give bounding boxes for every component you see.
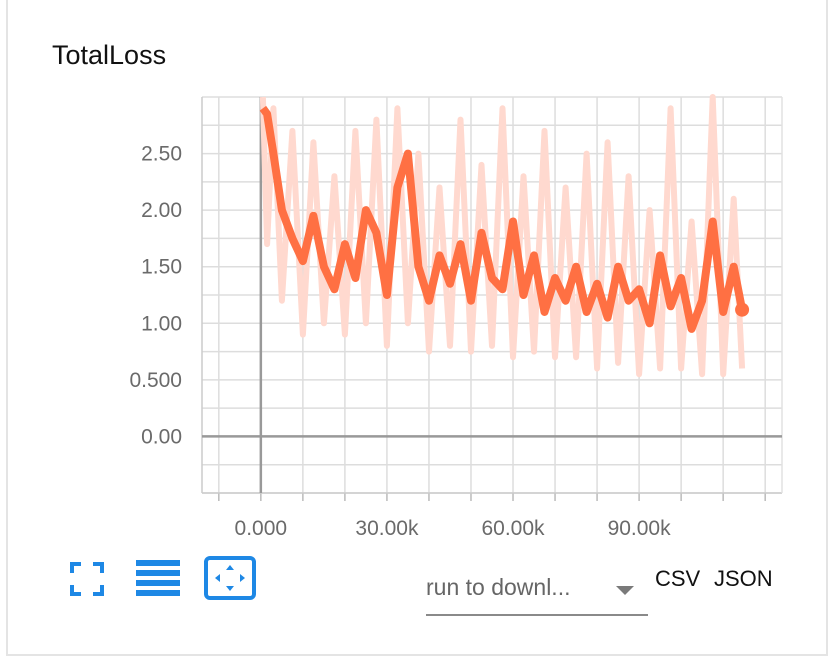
toggle-log-scale-icon[interactable] [136,560,180,598]
smoothed-series-line [259,105,747,333]
x-tick-label: 0.000 [235,517,288,540]
axes [201,97,783,501]
raw-series-line [259,94,746,378]
x-tick-labels: 0.000 30.00k 60.00k 90.00k [235,517,672,540]
fullscreen-icon[interactable] [70,562,104,596]
run-download-select[interactable]: run to downl... [426,566,648,616]
y-tick-label: 2.50 [141,143,182,166]
chevron-down-icon [616,586,634,595]
raw-series [259,94,746,378]
run-select-value: run to downl... [426,574,571,600]
y-tick-label: 0.00 [141,425,182,448]
x-tick-label: 60.00k [481,517,545,540]
chart-title: TotalLoss [52,40,167,70]
y-tick-labels: 0.00 0.500 1.00 1.50 2.00 2.50 [129,143,182,449]
y-tick-label: 2.00 [141,199,182,222]
fit-domain-icon[interactable] [204,556,256,600]
chart-card [6,0,828,656]
x-tick-label: 30.00k [355,517,419,540]
json-download-link[interactable]: JSON [714,566,773,591]
y-tick-label: 1.00 [141,312,182,335]
smoothed-series [259,105,750,333]
y-tick-label: 0.500 [129,369,182,392]
y-tick-label: 1.50 [141,256,182,279]
loss-chart[interactable]: 0.00 0.500 1.00 1.50 2.00 2.50 0.000 30.00k 60.… [0,0,834,540]
csv-download-link[interactable]: CSV [655,566,701,591]
last-point-marker [735,302,750,317]
x-tick-label: 90.00k [608,517,672,540]
